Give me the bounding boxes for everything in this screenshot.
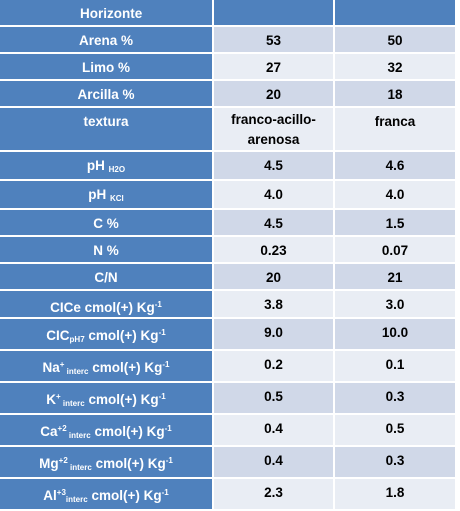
header-col-3 xyxy=(335,0,457,27)
row-value-2: 0.07 xyxy=(335,237,457,264)
table-row: Limo % 27 32 xyxy=(0,54,457,81)
row-value-1: 9.0 xyxy=(214,319,335,351)
texture-line-2: arenosa xyxy=(247,132,300,147)
table-row: C % 4.5 1.5 xyxy=(0,210,457,237)
row-label: Na+ interc cmol(+) Kg-1 xyxy=(0,351,214,383)
row-value-1: 0.5 xyxy=(214,383,335,415)
table-row: N % 0.23 0.07 xyxy=(0,237,457,264)
row-label: K+ interc cmol(+) Kg-1 xyxy=(0,383,214,415)
row-label: Al+3interc cmol(+) Kg-1 xyxy=(0,479,214,511)
header-horizonte: Horizonte xyxy=(0,0,214,27)
row-label: CICe cmol(+) Kg-1 xyxy=(0,291,214,319)
row-value-2: 4.0 xyxy=(335,181,457,210)
row-value-2: 0.3 xyxy=(335,447,457,479)
table-row: Ca+2 interc cmol(+) Kg-1 0.4 0.5 xyxy=(0,415,457,447)
row-value-1: 53 xyxy=(214,27,335,54)
row-value-1: 3.8 xyxy=(214,291,335,319)
row-label: Mg+2 interc cmol(+) Kg-1 xyxy=(0,447,214,479)
table-row: pH KCl 4.0 4.0 xyxy=(0,181,457,210)
row-value-2: 0.3 xyxy=(335,383,457,415)
row-value-2: 18 xyxy=(335,81,457,108)
row-label: textura xyxy=(0,108,214,152)
table-row: CICe cmol(+) Kg-1 3.8 3.0 xyxy=(0,291,457,319)
row-value-2: 0.1 xyxy=(335,351,457,383)
table-row: Arcilla % 20 18 xyxy=(0,81,457,108)
row-value-2: 21 xyxy=(335,264,457,291)
row-value-2: 32 xyxy=(335,54,457,81)
table-row: Al+3interc cmol(+) Kg-1 2.3 1.8 xyxy=(0,479,457,511)
row-value-2: 1.5 xyxy=(335,210,457,237)
table-row: C/N 20 21 xyxy=(0,264,457,291)
row-label: Limo % xyxy=(0,54,214,81)
row-value-1: 4.5 xyxy=(214,152,335,181)
row-value-2: 10.0 xyxy=(335,319,457,351)
row-value-2: 1.8 xyxy=(335,479,457,511)
row-value-2: 4.6 xyxy=(335,152,457,181)
row-value-1: 4.5 xyxy=(214,210,335,237)
table-row: Na+ interc cmol(+) Kg-1 0.2 0.1 xyxy=(0,351,457,383)
row-value-1: 20 xyxy=(214,264,335,291)
table-row: pH H2O 4.5 4.6 xyxy=(0,152,457,181)
table-row: textura franco-acillo- arenosa franca xyxy=(0,108,457,152)
texture-line-1: franco-acillo- xyxy=(231,112,316,127)
row-value-1: 2.3 xyxy=(214,479,335,511)
header-col-2 xyxy=(214,0,335,27)
row-value-1: franco-acillo- arenosa xyxy=(214,108,335,152)
row-value-1: 20 xyxy=(214,81,335,108)
row-label: C % xyxy=(0,210,214,237)
row-label: pH H2O xyxy=(0,152,214,181)
row-label: CICpH7 cmol(+) Kg-1 xyxy=(0,319,214,351)
row-value-2: 3.0 xyxy=(335,291,457,319)
table-row: CICpH7 cmol(+) Kg-1 9.0 10.0 xyxy=(0,319,457,351)
row-value-1: 0.2 xyxy=(214,351,335,383)
row-label: Arena % xyxy=(0,27,214,54)
row-label: C/N xyxy=(0,264,214,291)
row-value-1: 0.23 xyxy=(214,237,335,264)
row-label: N % xyxy=(0,237,214,264)
row-value-2: franca xyxy=(335,108,457,152)
row-value-1: 27 xyxy=(214,54,335,81)
row-value-1: 4.0 xyxy=(214,181,335,210)
table-row: K+ interc cmol(+) Kg-1 0.5 0.3 xyxy=(0,383,457,415)
row-label: pH KCl xyxy=(0,181,214,210)
table-row: Arena % 53 50 xyxy=(0,27,457,54)
row-value-1: 0.4 xyxy=(214,447,335,479)
row-value-2: 0.5 xyxy=(335,415,457,447)
row-label: Ca+2 interc cmol(+) Kg-1 xyxy=(0,415,214,447)
table-header-row: Horizonte xyxy=(0,0,457,27)
row-value-2: 50 xyxy=(335,27,457,54)
table-row: Mg+2 interc cmol(+) Kg-1 0.4 0.3 xyxy=(0,447,457,479)
row-value-1: 0.4 xyxy=(214,415,335,447)
row-label: Arcilla % xyxy=(0,81,214,108)
